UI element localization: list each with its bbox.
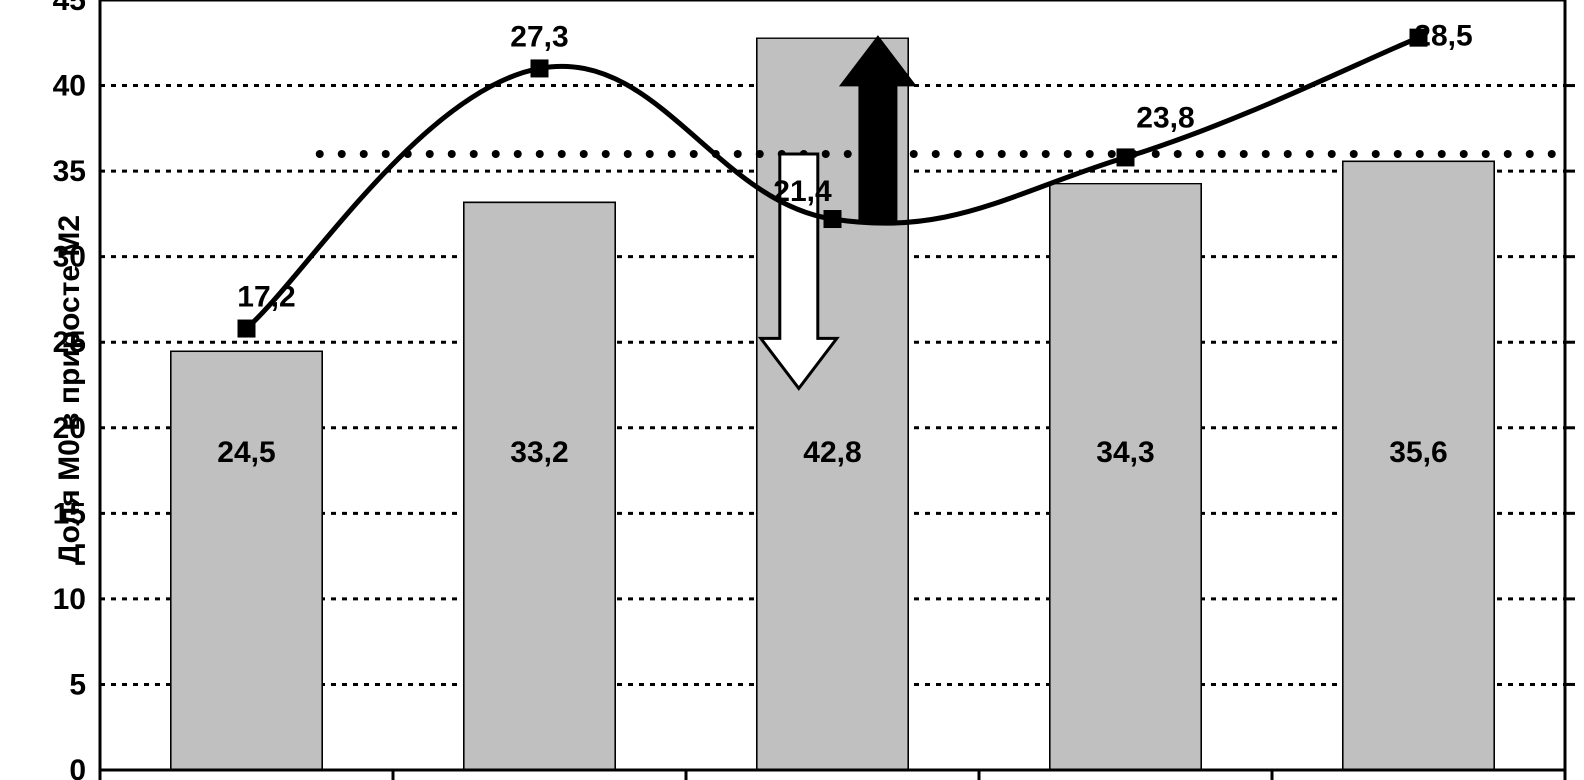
bar	[463, 202, 615, 770]
bar-value-label: 33,2	[510, 436, 568, 469]
reference-dot	[426, 150, 434, 158]
line-marker	[531, 59, 549, 77]
reference-dot	[492, 150, 500, 158]
y-tick-label: 0	[69, 754, 86, 780]
line-value-label: 17,2	[237, 281, 295, 314]
reference-dot	[1196, 150, 1204, 158]
line-value-label: 27,3	[510, 20, 568, 53]
bar	[170, 351, 322, 770]
y-tick-label: 35	[53, 155, 86, 188]
reference-dot	[448, 150, 456, 158]
line-marker	[1117, 148, 1135, 166]
reference-dot	[1460, 150, 1468, 158]
reference-dot	[1174, 150, 1182, 158]
reference-dot	[1504, 150, 1512, 158]
reference-dot	[954, 150, 962, 158]
combo-chart: 05101520253035404524,533,242,834,335,617…	[0, 0, 1584, 780]
reference-dot	[932, 150, 940, 158]
reference-dot	[382, 150, 390, 158]
y-tick-label: 40	[53, 70, 86, 103]
line-value-label: 21,4	[773, 175, 832, 208]
reference-dot	[558, 150, 566, 158]
reference-dot	[976, 150, 984, 158]
reference-dot	[910, 150, 918, 158]
reference-dot	[822, 150, 830, 158]
reference-dot	[756, 150, 764, 158]
reference-dot	[1372, 150, 1380, 158]
reference-dot	[690, 150, 698, 158]
reference-dot	[998, 150, 1006, 158]
reference-dot	[734, 150, 742, 158]
y-axis-label: Доля М0 в приросте М2	[53, 215, 87, 565]
y-tick-label: 5	[69, 668, 86, 701]
reference-dot	[1526, 150, 1534, 158]
reference-dot	[338, 150, 346, 158]
reference-dot	[360, 150, 368, 158]
reference-dot	[1262, 150, 1270, 158]
line-marker	[238, 320, 256, 338]
reference-dot	[646, 150, 654, 158]
reference-dot	[1306, 150, 1314, 158]
reference-dot	[1438, 150, 1446, 158]
reference-dot	[580, 150, 588, 158]
reference-dot	[1350, 150, 1358, 158]
y-tick-label: 10	[53, 583, 86, 616]
reference-dot	[844, 150, 852, 158]
reference-dot	[1042, 150, 1050, 158]
bar	[1049, 183, 1201, 770]
reference-dot	[1108, 150, 1116, 158]
reference-dot	[1482, 150, 1490, 158]
reference-dot	[602, 150, 610, 158]
line-value-label: 23,8	[1136, 101, 1194, 134]
reference-dot	[1394, 150, 1402, 158]
reference-dot	[514, 150, 522, 158]
y-tick-label: 45	[53, 0, 86, 17]
reference-dot	[470, 150, 478, 158]
reference-dot	[1284, 150, 1292, 158]
line-value-label: 28,5	[1414, 20, 1472, 53]
reference-dot	[1328, 150, 1336, 158]
reference-dot	[1240, 150, 1248, 158]
bar-value-label: 35,6	[1389, 436, 1447, 469]
reference-dot	[1020, 150, 1028, 158]
reference-dot	[1548, 150, 1556, 158]
line-marker	[824, 210, 842, 228]
reference-dot	[1416, 150, 1424, 158]
reference-dot	[1152, 150, 1160, 158]
reference-dot	[668, 150, 676, 158]
reference-dot	[1086, 150, 1094, 158]
reference-dot	[1064, 150, 1072, 158]
reference-dot	[1218, 150, 1226, 158]
bar-value-label: 24,5	[217, 436, 275, 469]
reference-dot	[624, 150, 632, 158]
reference-dot	[536, 150, 544, 158]
bar-value-label: 42,8	[803, 436, 861, 469]
reference-dot	[316, 150, 324, 158]
bar-value-label: 34,3	[1096, 436, 1154, 469]
chart-container: Доля М0 в приросте М2 051015202530354045…	[0, 0, 1584, 780]
